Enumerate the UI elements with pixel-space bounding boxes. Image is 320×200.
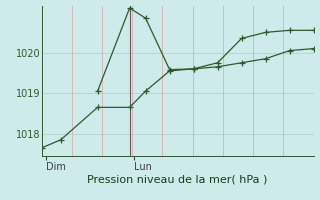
X-axis label: Pression niveau de la mer( hPa ): Pression niveau de la mer( hPa )	[87, 174, 268, 184]
